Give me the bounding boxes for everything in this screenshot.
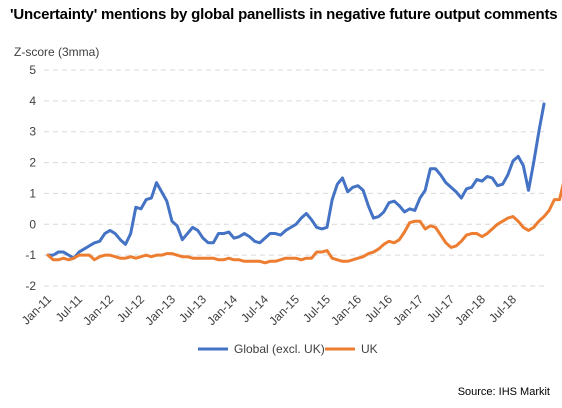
legend-label: Global (excl. UK) <box>234 342 325 356</box>
chart-title: 'Uncertainty' mentions by global panelli… <box>10 6 558 23</box>
source-note: Source: IHS Markit <box>457 386 550 398</box>
x-tick-label: Jan-15 <box>266 292 302 328</box>
y-tick-label: 0 <box>29 217 36 231</box>
legend: Global (excl. UK) UK <box>198 342 378 356</box>
series-line-global <box>46 102 546 260</box>
x-tick-label: Jan-18 <box>452 292 488 328</box>
x-tick-label: Jan-13 <box>142 292 178 328</box>
y-tick-labels: -2 -1 0 1 2 3 4 5 <box>25 63 36 293</box>
y-tick-label: 3 <box>29 125 36 139</box>
x-tick-label: Jan-16 <box>328 292 364 328</box>
series-lines <box>46 102 562 265</box>
series-line-uk <box>46 182 562 265</box>
x-tick-label: Jul-13 <box>176 292 209 325</box>
y-tick-label: -1 <box>25 248 36 262</box>
x-tick-label: Jul-15 <box>300 292 333 325</box>
x-tick-label: Jan-11 <box>19 292 54 327</box>
gridlines <box>44 69 548 287</box>
x-tick-label: Jul-17 <box>424 292 457 325</box>
x-tick-label: Jul-14 <box>238 292 271 325</box>
y-tick-label: 2 <box>29 156 36 170</box>
x-tick-label: Jul-16 <box>362 292 395 325</box>
x-tick-labels: Jan-11Jul-11Jan-12Jul-12Jan-13Jul-13Jan-… <box>19 292 519 328</box>
x-tick-label: Jan-17 <box>390 292 426 328</box>
x-tick-label: Jan-14 <box>204 292 240 328</box>
y-tick-label: -2 <box>25 279 36 293</box>
y-tick-label: 5 <box>29 63 36 77</box>
y-tick-label: 4 <box>29 94 36 108</box>
x-tick-label: Jul-12 <box>114 292 147 325</box>
legend-label: UK <box>361 342 378 356</box>
y-axis-label: Z-score (3mma) <box>14 45 100 59</box>
y-tick-label: 1 <box>29 186 36 200</box>
x-tick-label: Jul-18 <box>486 292 519 325</box>
x-tick-label: Jan-12 <box>80 292 116 328</box>
